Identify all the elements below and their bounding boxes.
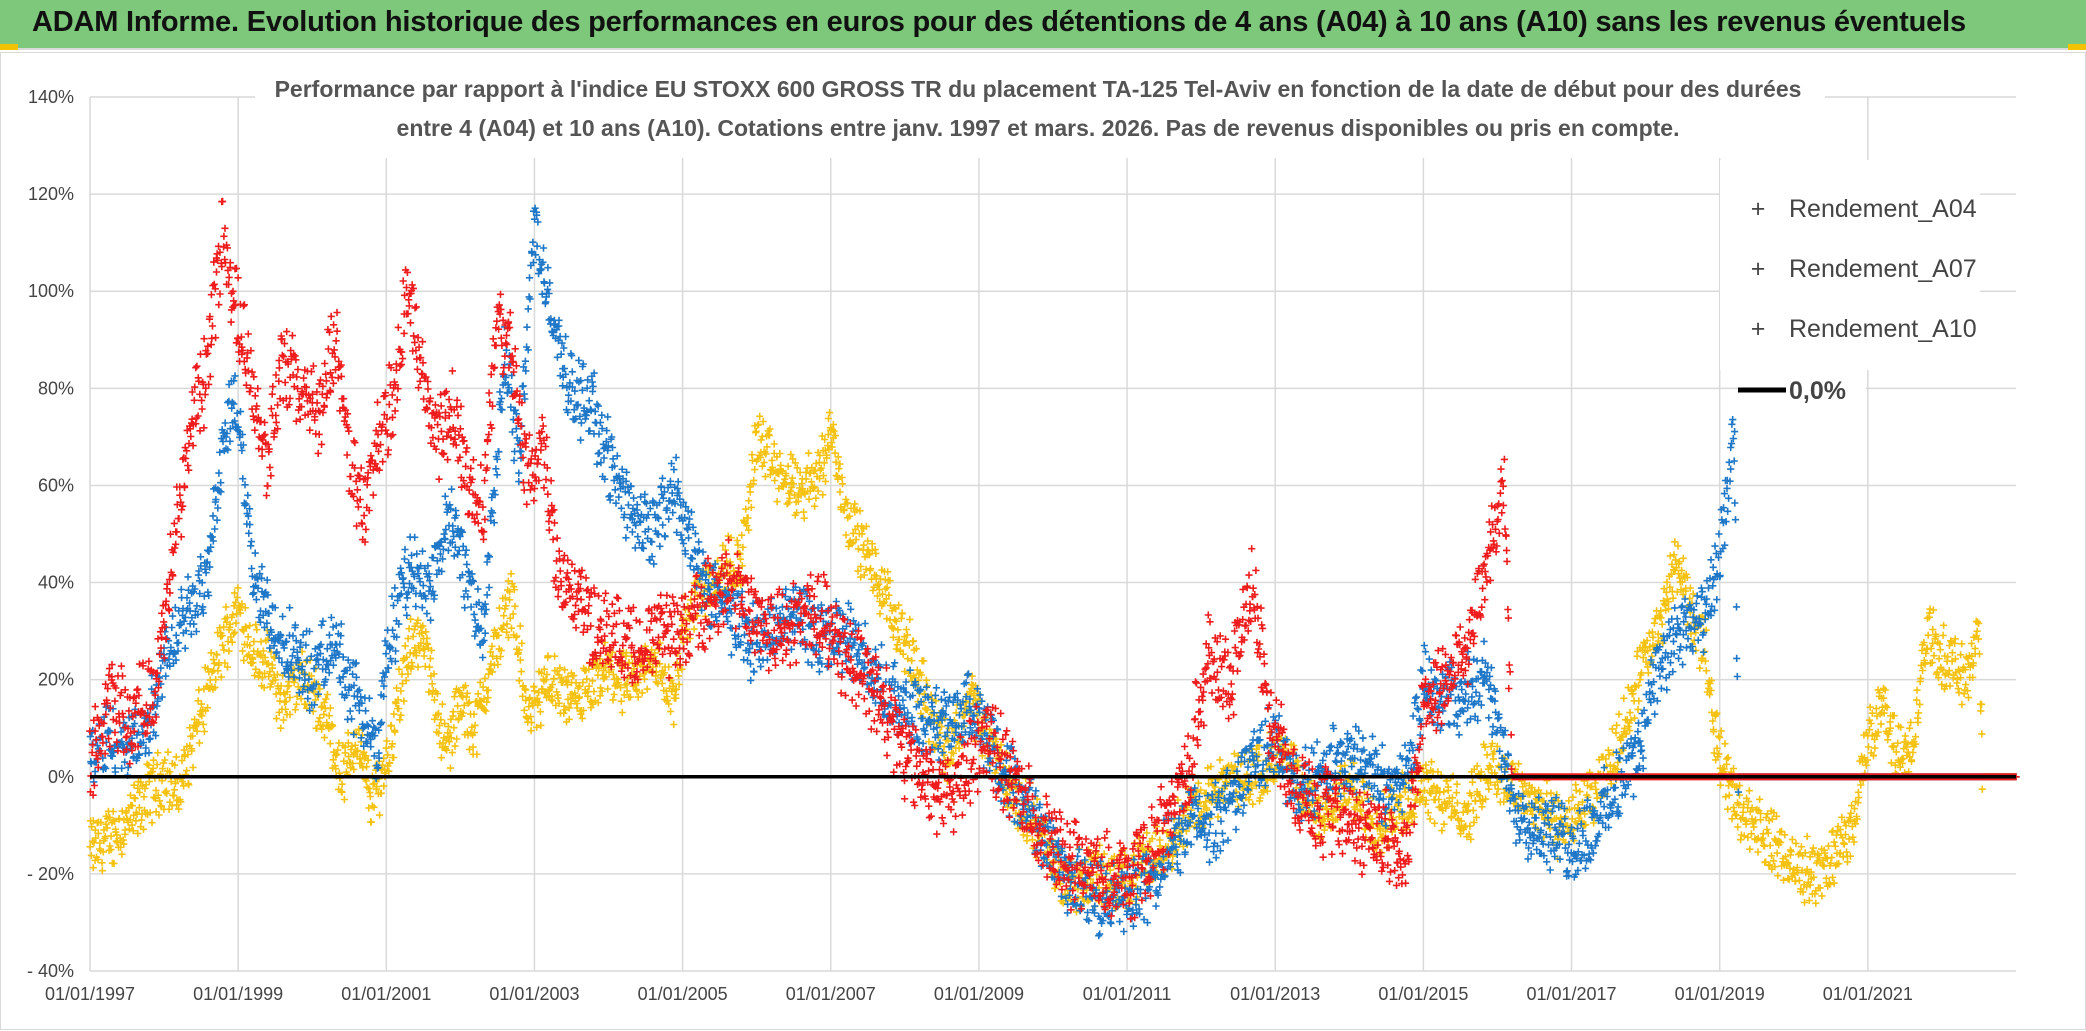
x-tick-label: 01/01/1997: [45, 984, 135, 1004]
legend-bg: [1720, 160, 1980, 370]
legend-zero-bg: [1786, 372, 1866, 406]
y-tick-label: 20%: [38, 670, 74, 690]
legend-label-a10: Rendement_A10: [1789, 315, 1977, 343]
y-tick-label: - 40%: [27, 961, 74, 981]
banner-title: ADAM Informe. Evolution historique des p…: [32, 6, 1966, 38]
x-tick-label: 01/01/2003: [489, 984, 579, 1004]
x-tick-label: 01/01/2015: [1378, 984, 1468, 1004]
banner-corner-right: [2068, 44, 2086, 50]
chart-title-line-1: Performance par rapport à l'indice EU ST…: [275, 76, 1802, 102]
chart-title-bg: [255, 60, 1825, 158]
legend-marker-a07: +: [1751, 255, 1766, 283]
performance-scatter-chart: 140% 120% 100% 80% 60% 40% 20% 0% - 20% - 40% 01/0…: [0, 52, 2086, 1030]
y-tick-label: 100%: [28, 281, 74, 301]
legend: + Rendement_A04 + Rendement_A07 + Rendem…: [1720, 160, 1980, 406]
legend-label-zero: 0,0%: [1789, 377, 1846, 405]
x-tick-label: 01/01/2021: [1823, 984, 1913, 1004]
x-tick-label: 01/01/2005: [638, 984, 728, 1004]
y-tick-label: 140%: [28, 87, 74, 107]
legend-label-a07: Rendement_A07: [1789, 255, 1977, 283]
y-tick-label: 0%: [48, 767, 74, 787]
x-tick-label: 01/01/2011: [1083, 984, 1172, 1004]
x-tick-label: 01/01/2007: [786, 984, 876, 1004]
banner-corner-left: [0, 44, 18, 50]
legend-marker-a10: +: [1751, 315, 1766, 343]
chart-title-line-2: entre 4 (A04) et 10 ans (A10). Cotations…: [397, 115, 1680, 141]
x-tick-label: 01/01/2001: [341, 984, 431, 1004]
y-tick-label: 60%: [38, 475, 74, 495]
title-banner: ADAM Informe. Evolution historique des p…: [0, 0, 2086, 50]
x-tick-label: 01/01/2017: [1526, 984, 1616, 1004]
chart-title: Performance par rapport à l'indice EU ST…: [255, 60, 1825, 158]
x-tick-label: 01/01/2019: [1675, 984, 1765, 1004]
legend-label-a04: Rendement_A04: [1789, 195, 1977, 223]
y-tick-label: 80%: [38, 378, 74, 398]
x-tick-label: 01/01/2013: [1230, 984, 1320, 1004]
x-tick-label: 01/01/2009: [934, 984, 1024, 1004]
x-tick-label: 01/01/1999: [193, 984, 283, 1004]
legend-marker-a04: +: [1751, 195, 1766, 223]
axis-labels: 140% 120% 100% 80% 60% 40% 20% 0% - 20% - 40% 01/0…: [27, 87, 1913, 1004]
y-tick-label: 120%: [28, 184, 74, 204]
y-tick-label: - 20%: [27, 864, 74, 884]
y-tick-label: 40%: [38, 573, 74, 593]
